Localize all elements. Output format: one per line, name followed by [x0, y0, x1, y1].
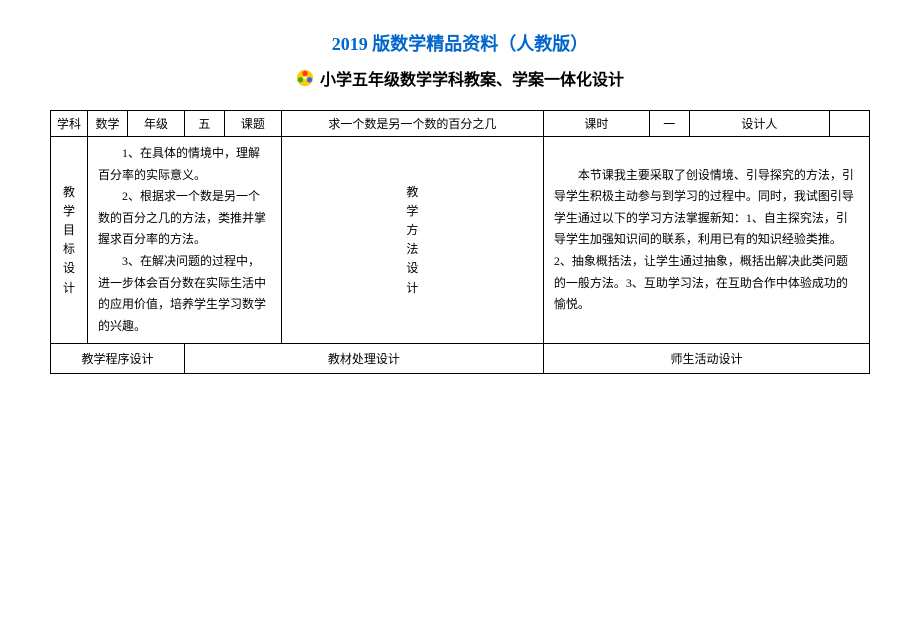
designer-label: 设计人 — [689, 111, 829, 137]
methods-label: 教学方法设计 — [281, 137, 543, 344]
topic-label: 课题 — [224, 111, 281, 137]
goals-label: 教学目标设计 — [51, 137, 88, 344]
subject-label: 学科 — [51, 111, 88, 137]
title-main: 2019 版数学精品资料（人教版） — [50, 30, 870, 56]
methods-text: 本节课我主要采取了创设情境、引导探究的方法，引导学生积极主动参与到学习的过程中。… — [554, 165, 859, 316]
topic-value: 求一个数是另一个数的百分之几 — [281, 111, 543, 137]
subject-value: 数学 — [88, 111, 128, 137]
title-sub: 小学五年级数学学科教案、学案一体化设计 — [320, 66, 624, 90]
sections-row: 教学程序设计 教材处理设计 师生活动设计 — [51, 344, 870, 374]
goal-line-2: 2、根据求一个数是另一个数的百分之几的方法，类推并掌握求百分率的方法。 — [98, 186, 271, 251]
section-col3: 师生活动设计 — [543, 344, 869, 374]
goals-content: 1、在具体的情境中，理解百分率的实际意义。 2、根据求一个数是另一个数的百分之几… — [88, 137, 282, 344]
period-label: 课时 — [543, 111, 649, 137]
methods-content: 本节课我主要采取了创设情境、引导探究的方法，引导学生积极主动参与到学习的过程中。… — [543, 137, 869, 344]
flower-icon — [296, 69, 314, 87]
period-value: 一 — [649, 111, 689, 137]
goal-line-3: 3、在解决问题的过程中，进一步体会百分数在实际生活中的应用价值，培养学生学习数学… — [98, 251, 271, 337]
goals-methods-row: 教学目标设计 1、在具体的情境中，理解百分率的实际意义。 2、根据求一个数是另一… — [51, 137, 870, 344]
grade-value: 五 — [184, 111, 224, 137]
lesson-plan-table: 学科 数学 年级 五 课题 求一个数是另一个数的百分之几 课时 一 设计人 教学… — [50, 110, 870, 374]
section-col2: 教材处理设计 — [184, 344, 543, 374]
grade-label: 年级 — [128, 111, 185, 137]
designer-value — [830, 111, 870, 137]
header-row: 学科 数学 年级 五 课题 求一个数是另一个数的百分之几 课时 一 设计人 — [51, 111, 870, 137]
goal-line-1: 1、在具体的情境中，理解百分率的实际意义。 — [98, 143, 271, 186]
title-sub-row: 小学五年级数学学科教案、学案一体化设计 — [50, 66, 870, 90]
section-col1: 教学程序设计 — [51, 344, 185, 374]
